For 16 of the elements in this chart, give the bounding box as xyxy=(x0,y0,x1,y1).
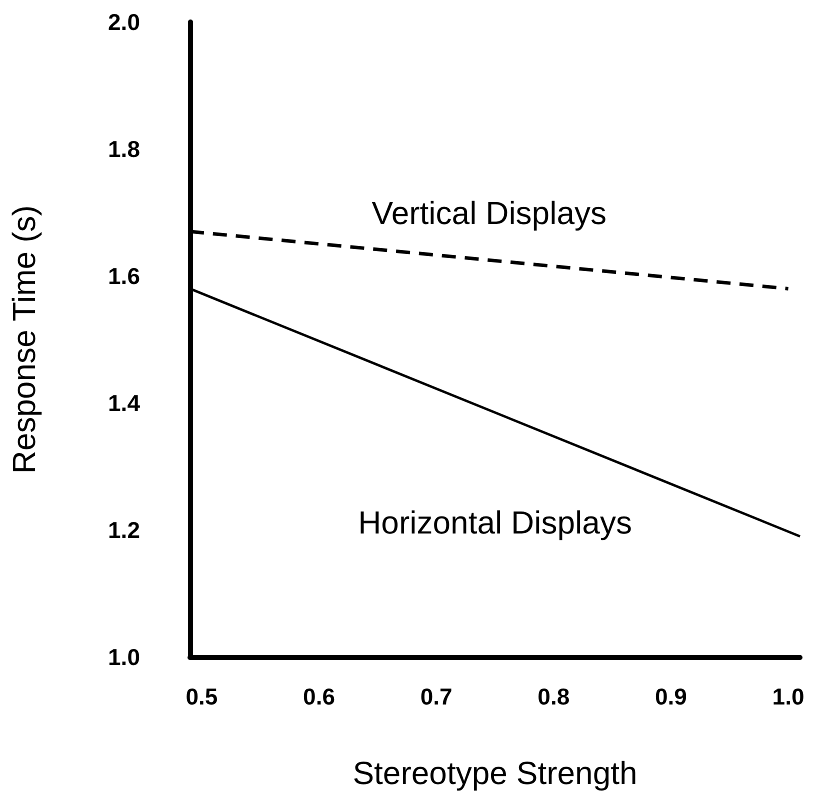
x-tick-label: 0.6 xyxy=(303,684,336,710)
x-axis-title: Stereotype Strength xyxy=(352,755,638,791)
x-tick-label: 0.9 xyxy=(654,684,687,710)
y-tick-label: 1.4 xyxy=(108,390,140,416)
series-label: Horizontal Displays xyxy=(358,504,632,541)
series-label: Vertical Displays xyxy=(372,195,607,232)
y-tick-label: 1.2 xyxy=(108,517,140,543)
y-axis-title: Response Time (s) xyxy=(6,205,42,474)
y-tick-label: 2.0 xyxy=(108,9,140,35)
y-tick-label: 1.6 xyxy=(108,263,140,289)
y-tick-label: 1.8 xyxy=(108,136,140,162)
y-tick-label: 1.0 xyxy=(108,644,140,670)
x-tick-label: 1.0 xyxy=(772,684,804,710)
x-tick-label: 0.5 xyxy=(186,684,218,710)
x-tick-label: 0.8 xyxy=(538,684,570,710)
x-tick-label: 0.7 xyxy=(420,684,452,710)
